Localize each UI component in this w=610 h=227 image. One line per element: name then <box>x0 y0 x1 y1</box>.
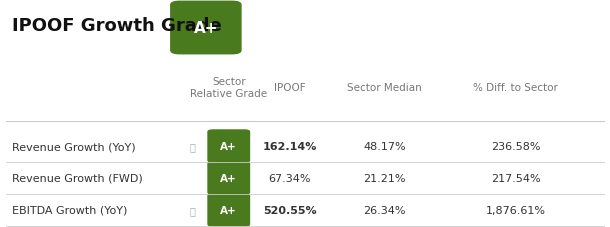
Text: 67.34%: 67.34% <box>268 173 311 183</box>
Text: 26.34%: 26.34% <box>363 205 406 215</box>
Text: A+: A+ <box>220 205 237 215</box>
FancyBboxPatch shape <box>208 130 249 163</box>
Text: 162.14%: 162.14% <box>262 141 317 151</box>
Text: Sector
Relative Grade: Sector Relative Grade <box>190 76 267 99</box>
Text: IPOOF Growth Grade: IPOOF Growth Grade <box>12 17 222 35</box>
Text: 520.55%: 520.55% <box>263 205 317 215</box>
Text: Revenue Growth (FWD): Revenue Growth (FWD) <box>12 173 143 183</box>
FancyBboxPatch shape <box>208 162 249 194</box>
Text: % Diff. to Sector: % Diff. to Sector <box>473 82 558 92</box>
Text: ⛰: ⛰ <box>189 141 195 151</box>
Text: EBITDA Growth (YoY): EBITDA Growth (YoY) <box>12 205 127 215</box>
Text: Revenue Growth (YoY): Revenue Growth (YoY) <box>12 141 136 151</box>
Text: A+: A+ <box>220 173 237 183</box>
Text: 217.54%: 217.54% <box>490 173 540 183</box>
Text: ⛰: ⛰ <box>189 205 195 215</box>
FancyBboxPatch shape <box>208 194 249 226</box>
Text: A+: A+ <box>193 21 218 36</box>
Text: 236.58%: 236.58% <box>490 141 540 151</box>
Text: Sector Median: Sector Median <box>347 82 422 92</box>
Text: IPOOF: IPOOF <box>274 82 306 92</box>
FancyBboxPatch shape <box>171 2 241 54</box>
Text: 21.21%: 21.21% <box>363 173 406 183</box>
Text: A+: A+ <box>220 141 237 151</box>
Text: 1,876.61%: 1,876.61% <box>486 205 545 215</box>
Text: 48.17%: 48.17% <box>363 141 406 151</box>
